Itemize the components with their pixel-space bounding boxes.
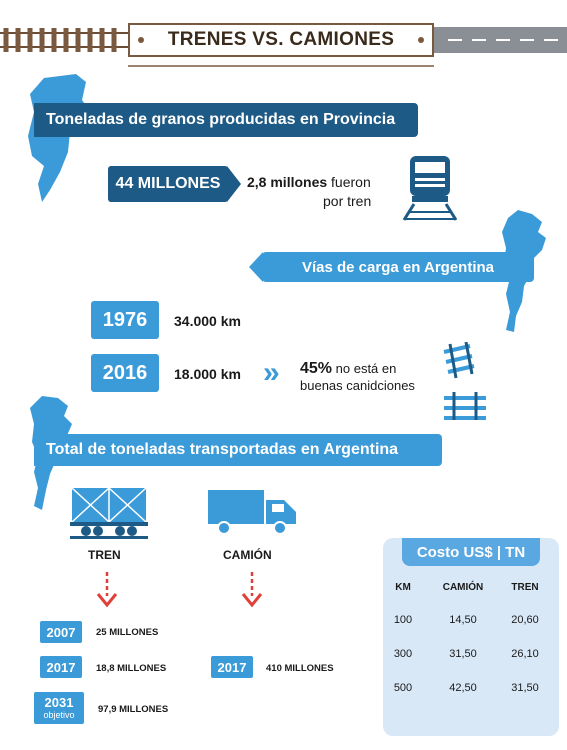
- title-dot-left: [138, 37, 144, 43]
- year-1976-badge: 1976: [91, 301, 159, 339]
- section1-heading-text: Toneladas de granos producidas en Provin…: [46, 111, 396, 128]
- train-year-2031-badge: 2031 objetivo: [34, 692, 84, 724]
- grain-by-train-note: 2,8 millones fueron por tren: [247, 173, 371, 211]
- train-down-arrow-icon: [96, 572, 118, 608]
- train-year-2031-label: 2031: [44, 695, 74, 710]
- cost-title: Costo US$ | TN: [402, 538, 540, 566]
- train-2007-value: 25 MILLONES: [96, 627, 159, 638]
- truck-year-2017-label: 2017: [217, 659, 247, 675]
- tracks-2016-km: 18.000 km: [174, 366, 241, 382]
- truck-icon: [208, 490, 296, 535]
- cost-row1-tren: 20,60: [511, 614, 539, 626]
- tracks-condition-pct: 45%: [300, 360, 333, 377]
- header-decoration: [0, 27, 567, 67]
- cost-row3-km: 500: [393, 682, 413, 694]
- truck-year-2017-badge: 2017: [211, 656, 253, 678]
- section3-heading-text: Total de toneladas transportadas en Arge…: [46, 441, 399, 458]
- freight-wagon-icon: [70, 487, 148, 539]
- section1-heading: Toneladas de granos producidas en Provin…: [34, 103, 418, 137]
- grain-by-train-text-1: fueron: [327, 174, 371, 190]
- train-year-2007-label: 2007: [46, 624, 76, 640]
- year-1976-label: 1976: [102, 308, 148, 331]
- train-column-label: TREN: [88, 548, 121, 562]
- grain-by-train-amount: 2,8 millones: [247, 174, 328, 190]
- road-graphic: [434, 27, 567, 53]
- train-2031-value: 97,9 MILLONES: [98, 704, 169, 715]
- cost-row2-camion: 31,50: [449, 648, 477, 660]
- grain-total-value: 44 MILLONES: [115, 175, 221, 192]
- year-2016-label: 2016: [102, 361, 148, 384]
- year-2016-badge: 2016: [91, 354, 159, 392]
- cost-row3-tren: 31,50: [511, 682, 539, 694]
- truck-2017-value: 410 MILLONES: [266, 663, 334, 674]
- buenos-aires-province-map: [28, 74, 88, 202]
- truck-column-label: CAMIÓN: [223, 548, 272, 562]
- tracks-condition-text-2: buenas canidciones: [300, 378, 415, 393]
- cost-header-km: KM: [395, 582, 411, 593]
- section3-heading: Total de toneladas transportadas en Arge…: [34, 434, 442, 466]
- grain-by-train-text-2: por tren: [323, 193, 372, 209]
- truck-down-arrow-icon: [241, 572, 263, 608]
- tracks-1976-km: 34.000 km: [174, 313, 241, 329]
- broken-rail-icon: [443, 342, 486, 420]
- cost-header-camion: CAMIÓN: [442, 582, 484, 593]
- train-year-2017-badge: 2017: [40, 656, 82, 678]
- page-title-text: TRENES VS. CAMIONES: [167, 29, 395, 50]
- cost-row1-camion: 14,50: [449, 614, 477, 626]
- cost-row1-km: 100: [393, 614, 413, 626]
- tracks-condition-note: 45% no está en buenas canidciones: [300, 360, 415, 394]
- locomotive-icon: [402, 156, 458, 221]
- cost-header-tren: TREN: [511, 582, 539, 593]
- title-dot-right: [418, 37, 424, 43]
- rail-track-graphic: [0, 28, 128, 52]
- tracks-condition-text-1: no está en: [332, 361, 397, 376]
- train-year-2017-label: 2017: [46, 659, 76, 675]
- page-title: TRENES VS. CAMIONES: [128, 23, 434, 57]
- cost-row2-km: 300: [393, 648, 413, 660]
- section2-heading-text: Vías de carga en Argentina: [301, 258, 494, 276]
- section2-heading: Vías de carga en Argentina: [262, 252, 534, 282]
- cost-panel: [383, 538, 559, 736]
- grain-total-badge: 44 MILLONES: [108, 166, 228, 202]
- train-year-2007-badge: 2007: [40, 621, 82, 643]
- train-year-2031-sub: objetivo: [43, 710, 75, 720]
- cost-title-text: Costo US$ | TN: [416, 543, 526, 561]
- train-2017-value: 18,8 MILLONES: [96, 663, 167, 674]
- badge-pointer-arrow: [227, 166, 241, 202]
- cost-row3-camion: 42,50: [449, 682, 477, 694]
- heading-pointer-left: [249, 252, 263, 282]
- cost-row2-tren: 26,10: [511, 648, 539, 660]
- double-chevron-icon: »: [263, 356, 280, 389]
